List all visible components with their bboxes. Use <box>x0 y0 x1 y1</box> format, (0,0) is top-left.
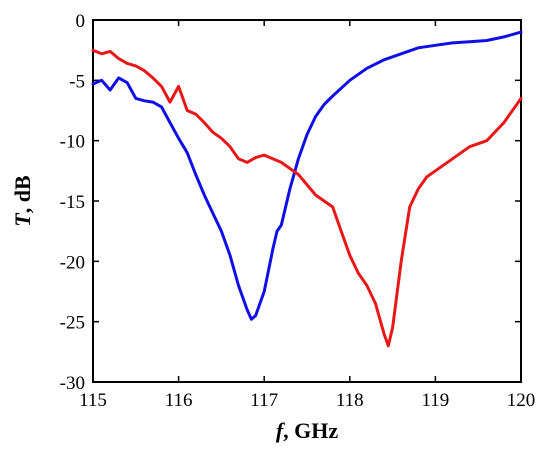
y-axis-label: T, dB <box>10 175 35 227</box>
x-tick-label: 119 <box>422 390 450 411</box>
x-axis-label: f, GHz <box>276 418 339 443</box>
x-axis: 115 116 117 118 119 120 <box>79 20 535 411</box>
y-axis: 0 -5 -10 -15 -20 -25 -30 <box>60 11 521 394</box>
y-tick-label: -5 <box>69 71 85 92</box>
x-tick-label: 115 <box>79 390 107 411</box>
y-tick-label: -30 <box>60 373 85 394</box>
x-tick-label: 117 <box>250 390 278 411</box>
y-tick-label: -15 <box>60 192 85 213</box>
x-tick-label: 118 <box>336 390 364 411</box>
y-tick-label: 0 <box>76 11 86 32</box>
series-line-1 <box>91 30 523 321</box>
series-line-2 <box>91 48 523 348</box>
plot-frame <box>92 19 522 383</box>
x-tick-label: 120 <box>507 390 536 411</box>
y-tick-label: -10 <box>60 132 85 153</box>
series-layer <box>91 30 523 348</box>
x-tick-label: 116 <box>165 390 193 411</box>
y-tick-label: -25 <box>60 313 85 334</box>
y-tick-label: -20 <box>60 252 85 273</box>
